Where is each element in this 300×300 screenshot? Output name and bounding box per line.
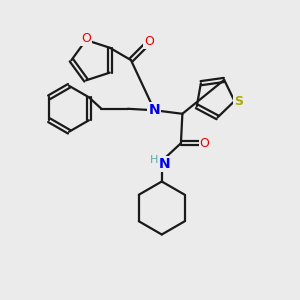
Text: H: H — [150, 155, 158, 165]
Text: O: O — [144, 35, 154, 48]
Text: S: S — [234, 94, 243, 108]
Text: O: O — [81, 32, 91, 45]
Text: N: N — [148, 103, 160, 117]
Text: N: N — [159, 157, 170, 171]
Text: O: O — [200, 137, 209, 150]
